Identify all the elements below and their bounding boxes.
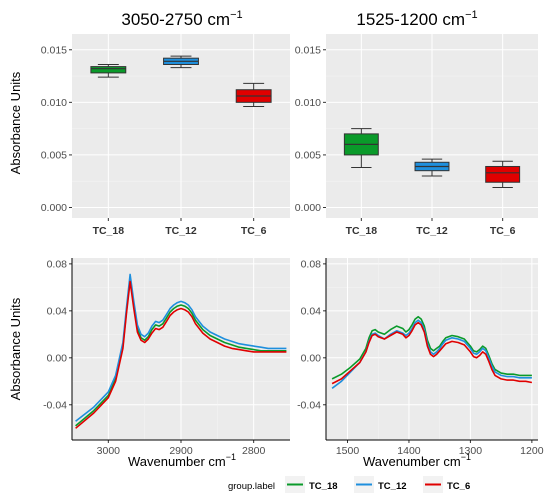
box-tc12 (163, 55, 199, 69)
box-tc18 (90, 63, 127, 78)
x-tick-label: 1500 (336, 445, 360, 457)
panel-title-right: 1525-1200 cm−1 (356, 9, 477, 29)
box-iqr (90, 66, 127, 74)
legend: group.label TC_18 TC_12 TC_6 (228, 476, 470, 493)
box-tc18 (343, 128, 379, 169)
legend-title: group.label (228, 481, 275, 492)
panel-top-left: 0.000 0.005 0.010 0.015 TC_18 TC_12 TC_6 (41, 34, 290, 237)
x-tick-label: 1200 (520, 445, 544, 457)
panel-bottom-left: -0.04 0.00 0.04 0.08 3000 2900 2800 (43, 258, 290, 457)
y-tick-label: 0.04 (47, 305, 68, 317)
series-line-tc18 (331, 315, 532, 380)
y-tick-label: 0.04 (301, 305, 322, 317)
panel-bottom-right: -0.04 0.00 0.04 0.08 1500 1400 1300 1200 (297, 258, 544, 457)
box-iqr (485, 165, 521, 183)
legend-item-tc6: TC_6 (423, 476, 470, 493)
x-category-label: TC_6 (490, 225, 516, 237)
y-tick-label: 0.010 (41, 97, 67, 109)
x-tick-label: 2800 (242, 445, 266, 457)
y-tick-label: 0.005 (41, 149, 67, 161)
y-tick-label: 0.010 (295, 97, 321, 109)
series-line-tc12 (75, 273, 287, 422)
y-tick-label: -0.04 (297, 399, 321, 411)
y-tick-label: 0.005 (295, 149, 321, 161)
y-tick-label: 0.00 (301, 352, 322, 364)
series-line-tc12 (331, 319, 532, 389)
series-line-tc6 (75, 280, 287, 429)
x-category-label: TC_6 (241, 225, 267, 237)
y-axis-title-top-left: Absorbance Units (8, 71, 23, 174)
x-category-label: TC_18 (93, 225, 125, 237)
y-tick-label: 0.00 (47, 352, 68, 364)
x-category-label: TC_12 (416, 225, 448, 237)
box-tc12 (414, 158, 450, 177)
panel-title-left: 3050-2750 cm−1 (121, 9, 242, 29)
y-tick-label: 0.000 (295, 202, 321, 214)
legend-label-tc18: TC_18 (309, 481, 338, 492)
legend-item-tc18: TC_18 (285, 476, 338, 493)
x-tick-label: 3000 (97, 445, 121, 457)
panel-top-right: 0.000 0.005 0.010 0.015 TC_18 TC_12 TC_6 (295, 34, 538, 237)
x-category-label: TC_12 (165, 225, 197, 237)
y-tick-label: 0.000 (41, 202, 67, 214)
x-axis-title-bottom-left: Wavenumber cm−1 (128, 452, 236, 469)
y-axis-title-bottom-left: Absorbance Units (8, 297, 23, 400)
legend-label-tc12: TC_12 (378, 481, 407, 492)
y-tick-label: 0.08 (301, 258, 322, 270)
y-tick-label: 0.08 (47, 258, 68, 270)
box-tc6 (235, 82, 272, 108)
legend-item-tc12: TC_12 (354, 476, 407, 493)
x-axis-title-bottom-right: Wavenumber cm−1 (363, 452, 471, 469)
x-tick-label: 2900 (169, 445, 193, 457)
y-tick-label: -0.04 (43, 399, 67, 411)
legend-label-tc6: TC_6 (447, 481, 470, 492)
box-tc6 (485, 160, 521, 189)
x-category-label: TC_18 (346, 225, 378, 237)
x-tick-label: 1400 (397, 445, 421, 457)
y-tick-label: 0.015 (295, 44, 321, 56)
y-tick-label: 0.015 (41, 44, 67, 56)
series-line-tc6 (331, 321, 533, 385)
x-tick-label: 1300 (459, 445, 483, 457)
